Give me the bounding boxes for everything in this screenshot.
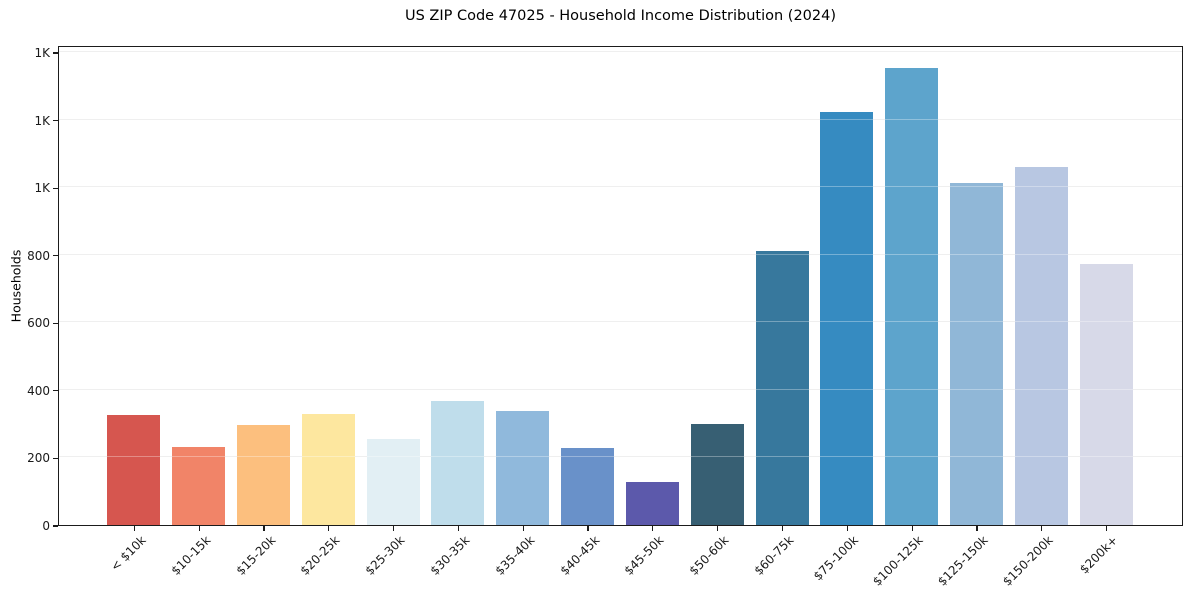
gridline: [59, 456, 1182, 458]
x-tick-label: $10-15k: [168, 533, 214, 578]
y-tick-mark: [52, 255, 58, 257]
x-tick-mark: [198, 526, 200, 531]
bar: [625, 482, 679, 525]
x-tick-label: $45-50k: [621, 533, 667, 578]
x-tick-mark: [1041, 526, 1043, 531]
gridline: [59, 51, 1182, 53]
gridline: [59, 253, 1182, 255]
x-tick-mark: [587, 526, 589, 531]
y-tick-label: 1K: [34, 181, 50, 196]
x-tick-label: $60-75k: [751, 533, 797, 578]
bar: [172, 446, 226, 525]
y-tick-mark: [52, 525, 58, 527]
x-tick-label: $50-60k: [686, 533, 732, 578]
bar: [755, 250, 809, 525]
bar: [1014, 166, 1068, 525]
x-tick-mark: [328, 526, 330, 531]
y-tick-label: 400: [27, 383, 50, 398]
bar: [949, 182, 1003, 525]
bar: [431, 401, 485, 525]
y-tick-mark: [52, 322, 58, 324]
x-tick-label: $200k+: [1076, 533, 1121, 577]
x-tick-label: $25-30k: [362, 533, 408, 578]
gridline: [59, 51, 1182, 53]
gridline: [59, 456, 1182, 458]
bar: [820, 111, 874, 525]
gridline: [59, 118, 1182, 120]
x-tick-mark: [652, 526, 654, 531]
y-tick-label: 0: [42, 519, 50, 533]
x-tick-mark: [133, 526, 135, 531]
x-tick-label: $75-100k: [810, 533, 862, 584]
plot-area: [58, 46, 1183, 526]
bar: [301, 413, 355, 525]
bar: [561, 447, 615, 525]
x-tick-mark: [976, 526, 978, 531]
bar: [366, 438, 420, 525]
gridline: [59, 321, 1182, 323]
gridline: [59, 118, 1182, 120]
y-tick-label: 1K: [34, 113, 50, 128]
x-tick-label: $100-125k: [870, 533, 927, 589]
gridline: [59, 388, 1182, 390]
gridline: [59, 186, 1182, 188]
x-tick-mark: [911, 526, 913, 531]
x-tick-label: $125-150k: [935, 533, 991, 589]
gridline: [59, 253, 1182, 255]
x-tick-mark: [263, 526, 265, 531]
x-tick-mark: [1105, 526, 1108, 531]
x-tick-mark: [846, 526, 848, 531]
bar: [107, 415, 161, 525]
bar: [496, 411, 550, 525]
y-tick-mark: [52, 457, 58, 460]
y-tick-label: 600: [27, 316, 50, 331]
gridline: [59, 186, 1182, 188]
x-tick-mark: [457, 526, 460, 531]
bar: [690, 423, 744, 525]
chart-title: US ZIP Code 47025 - Household Income Dis…: [404, 8, 837, 24]
x-tick-label: $15-20k: [233, 533, 278, 578]
x-tick-label: $30-35k: [427, 533, 473, 578]
x-tick-label: $20-25k: [297, 533, 343, 578]
x-tick-label: $40-45k: [557, 533, 602, 578]
x-tick-label: $35-40k: [492, 533, 538, 578]
x-tick-mark: [781, 526, 784, 531]
bar: [1079, 263, 1133, 525]
y-tick-label: 1K: [34, 46, 50, 61]
bar: [237, 425, 291, 525]
y-tick-mark: [52, 52, 58, 54]
x-tick-mark: [717, 526, 719, 531]
gridline: [59, 388, 1182, 390]
x-tick-mark: [393, 526, 395, 531]
y-tick-mark: [52, 390, 58, 392]
y-tick-mark: [52, 120, 58, 122]
y-tick-label: 200: [27, 451, 50, 466]
gridline: [59, 321, 1182, 323]
x-tick-label: $150-200k: [1000, 533, 1056, 589]
bar: [885, 67, 939, 525]
y-tick-label: 800: [27, 248, 50, 263]
x-tick-mark: [522, 526, 524, 531]
y-tick-mark: [52, 187, 58, 189]
x-tick-label: < $10k: [107, 533, 149, 574]
